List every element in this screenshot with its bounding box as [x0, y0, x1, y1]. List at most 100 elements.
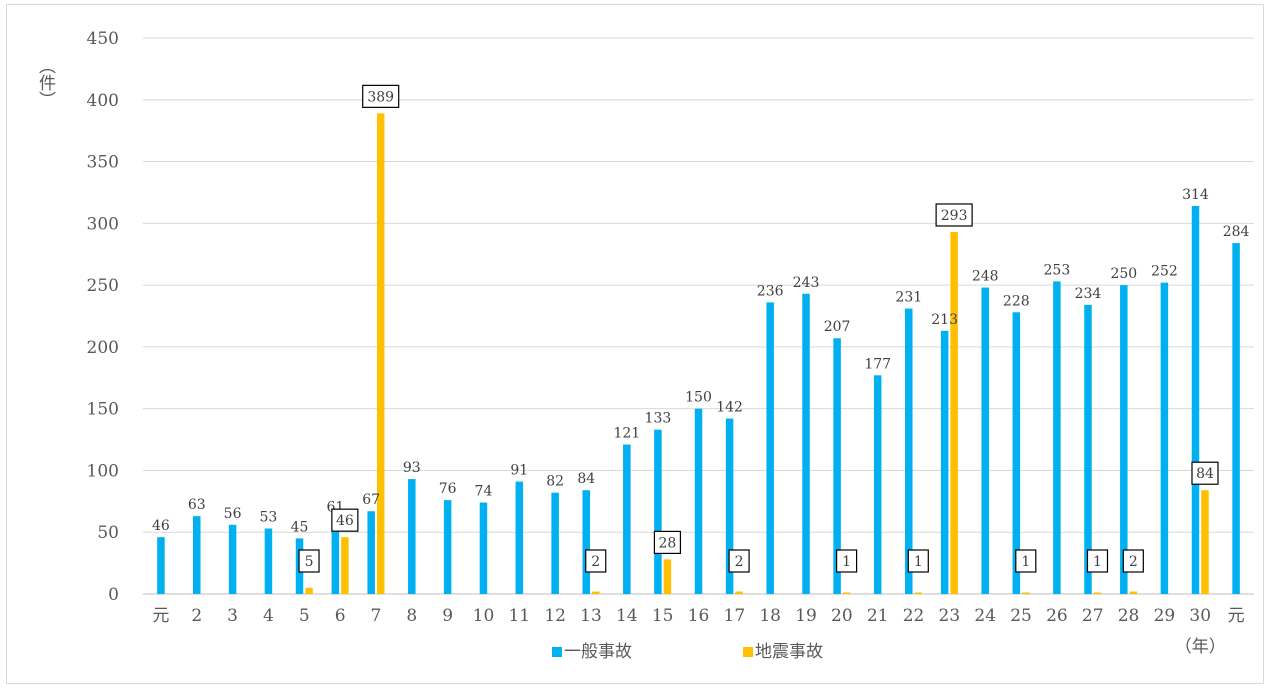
data-label-earthquake: 1: [1093, 554, 1102, 570]
legend: 一般事故 地震事故: [552, 642, 823, 662]
x-tick-label: 7: [371, 606, 382, 626]
data-label-general: 53: [260, 510, 278, 526]
data-label-general: 314: [1182, 187, 1209, 203]
bar-earthquake: [1093, 592, 1102, 594]
data-label-earthquake: 1: [1021, 554, 1030, 570]
bar-earthquake: [950, 231, 958, 594]
data-label-general: 63: [188, 497, 206, 513]
x-tick-label: 29: [1154, 606, 1176, 626]
bar-general: [1160, 282, 1169, 594]
bar-general: [766, 302, 774, 594]
bar-general: [1084, 304, 1092, 594]
x-tick-label: 6: [335, 606, 346, 626]
data-label-general: 133: [645, 411, 672, 427]
bar-general: [1191, 206, 1200, 594]
y-tick-label: 250: [87, 276, 119, 296]
data-label-general: 207: [824, 319, 851, 335]
bar-general: [582, 490, 590, 594]
bar-general: [157, 537, 165, 594]
bar-earthquake: [376, 113, 385, 594]
data-label-general: 177: [864, 356, 891, 372]
grid-lines: [143, 37, 1254, 595]
bar-earthquake: [842, 592, 851, 594]
data-label-earthquake: 1: [842, 554, 851, 570]
y-tick-label: 350: [87, 153, 119, 173]
bar-general: [833, 338, 841, 594]
bar-earthquake: [1201, 490, 1209, 594]
y-axis-ticks: 0 50 100 150 200 250 300 350 400 450: [87, 29, 119, 605]
bar-earthquake: [341, 537, 349, 594]
bar-earthquake: [663, 559, 672, 594]
data-label-general: 234: [1075, 286, 1102, 302]
legend-label-earthquake: 地震事故: [755, 642, 823, 662]
data-label-box-earthquake: [836, 549, 858, 573]
x-tick-label: 22: [903, 606, 925, 626]
bar-general: [228, 524, 237, 594]
data-label-earthquake: 2: [735, 554, 744, 570]
y-tick-label: 100: [87, 461, 119, 481]
legend-label-general: 一般事故: [564, 642, 632, 662]
data-label-box-earthquake: [585, 549, 607, 573]
x-tick-label: 25: [1010, 606, 1032, 626]
x-tick-label: 17: [724, 606, 746, 626]
data-label-general: 150: [685, 390, 712, 406]
data-label-box-earthquake: [1015, 549, 1037, 573]
chart-frame: 0 50 100 150 200 250 300 350 400 450 元 2 3 4 5 6 7 8 9 10 1…: [6, 4, 1264, 684]
data-label-box-earthquake: [1086, 549, 1109, 573]
x-tick-label: 18: [759, 606, 781, 626]
data-label-general: 252: [1151, 264, 1178, 280]
data-label-general: 84: [577, 471, 595, 487]
x-tick-label: 2: [191, 606, 202, 626]
bar-general: [1053, 281, 1061, 594]
data-label-general: 236: [757, 283, 784, 299]
x-tick-label: 24: [974, 606, 996, 626]
bar-general: [873, 375, 882, 594]
data-label-earthquake: 5: [305, 554, 314, 570]
x-tick-label: 元: [152, 606, 169, 626]
data-label-box-earthquake: [362, 84, 400, 108]
bar-earthquake: [735, 591, 743, 594]
x-tick-label: 28: [1118, 606, 1140, 626]
bar-general: [264, 528, 273, 594]
bar-general: [1232, 243, 1240, 594]
y-tick-label: 450: [87, 29, 119, 49]
data-label-general: 76: [439, 481, 457, 497]
x-axis-label: （年）: [1175, 637, 1226, 657]
data-label-earthquake: 293: [941, 208, 968, 224]
data-label-general: 213: [931, 312, 958, 328]
bar-general: [1012, 312, 1021, 594]
x-axis-ticks: 元 2 3 4 5 6 7 8 9 10 11 12 13 14 15 16 17 18 19 20 21 22 23 24 2…: [152, 606, 1244, 626]
x-tick-label: 11: [508, 606, 530, 626]
data-label-box-earthquake: [653, 530, 682, 555]
data-label-general: 284: [1223, 224, 1250, 240]
bar-general: [654, 429, 662, 594]
x-tick-label: 8: [406, 606, 417, 626]
data-label-general: 228: [1003, 293, 1030, 309]
y-tick-label: 0: [108, 585, 119, 605]
x-tick-label: 26: [1046, 606, 1068, 626]
data-label-general: 121: [613, 425, 640, 441]
data-label-general: 93: [403, 460, 421, 476]
bar-earthquake: [305, 587, 313, 594]
data-label-earthquake: 84: [1196, 466, 1214, 482]
data-label-box-earthquake: [1191, 461, 1219, 485]
x-tick-label: 19: [795, 606, 817, 626]
x-tick-label: 27: [1082, 606, 1104, 626]
data-label-earthquake: 46: [336, 513, 354, 529]
data-label-general: 46: [152, 518, 170, 534]
data-label-earthquake: 389: [367, 89, 394, 105]
bar-general: [802, 293, 810, 594]
data-label-general: 74: [475, 484, 493, 500]
x-tick-label: 10: [473, 606, 495, 626]
x-tick-label: 3: [227, 606, 238, 626]
data-label-general: 250: [1110, 266, 1137, 282]
bar-general: [193, 516, 201, 594]
bar-general: [551, 492, 559, 594]
data-label-general: 231: [895, 290, 922, 306]
bar-general: [623, 444, 631, 594]
x-tick-label: 14: [616, 606, 638, 626]
bar-general: [905, 308, 913, 594]
bar-general: [443, 500, 452, 594]
data-label-general: 253: [1044, 262, 1071, 278]
